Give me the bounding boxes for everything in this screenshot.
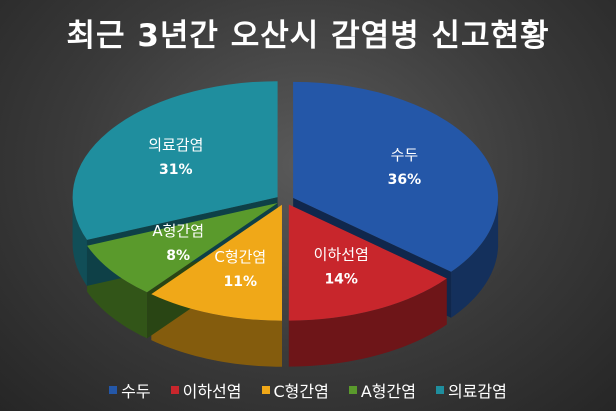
legend-swatch-4 bbox=[435, 386, 444, 394]
pie-slice-1 bbox=[288, 204, 447, 321]
slice-value-2: 11% bbox=[224, 274, 258, 290]
legend-item-3: A형간염 bbox=[348, 378, 416, 402]
pie-slice-2 bbox=[151, 204, 282, 321]
legend-label-4: 의료감염 bbox=[447, 382, 507, 401]
legend-item-2: C형간염 bbox=[261, 378, 329, 402]
legend-swatch-0 bbox=[109, 386, 118, 394]
legend-label-3: A형간염 bbox=[360, 382, 416, 401]
pie-side-0 bbox=[451, 197, 499, 318]
pie-svg: 수두 36% 이하선염 14% C형간염 11% A형간염 8% 의료감염 31% bbox=[72, 81, 499, 367]
pie-slice-4 bbox=[72, 81, 278, 240]
legend-swatch-3 bbox=[348, 386, 357, 394]
legend-swatch-1 bbox=[170, 386, 179, 394]
slice-label-0: 수두 bbox=[391, 146, 419, 164]
legend-label-2: C형간염 bbox=[273, 382, 329, 401]
legend-swatch-2 bbox=[261, 386, 270, 394]
slice-value-0: 36% bbox=[388, 172, 422, 188]
pie-side-4 bbox=[72, 197, 87, 286]
legend-item-4: 의료감염 bbox=[435, 378, 507, 402]
legend-label-1: 이하선염 bbox=[182, 382, 242, 401]
legend-item-0: 수두 bbox=[109, 378, 151, 402]
pie-slice-3 bbox=[87, 202, 278, 293]
slice-label-3: A형간염 bbox=[152, 222, 204, 240]
legend-item-1: 이하선염 bbox=[170, 378, 242, 402]
chart-legend: 수두 이하선염 C형간염 A형간염 의료감염 bbox=[0, 378, 616, 402]
pie-side-1 bbox=[288, 278, 447, 367]
slice-label-1: 이하선염 bbox=[314, 246, 369, 264]
slice-label-2: C형간염 bbox=[214, 248, 266, 266]
chart-title: 최근 3년간 오산시 감염병 신고현황 bbox=[66, 18, 550, 54]
slice-label-4: 의료감염 bbox=[148, 136, 203, 154]
slice-value-3: 8% bbox=[166, 248, 190, 264]
slice-value-1: 14% bbox=[324, 272, 358, 288]
pie-slice-0 bbox=[293, 81, 499, 272]
slice-value-4: 31% bbox=[159, 162, 193, 178]
pie-tops bbox=[72, 81, 499, 321]
legend-label-0: 수두 bbox=[121, 382, 151, 401]
